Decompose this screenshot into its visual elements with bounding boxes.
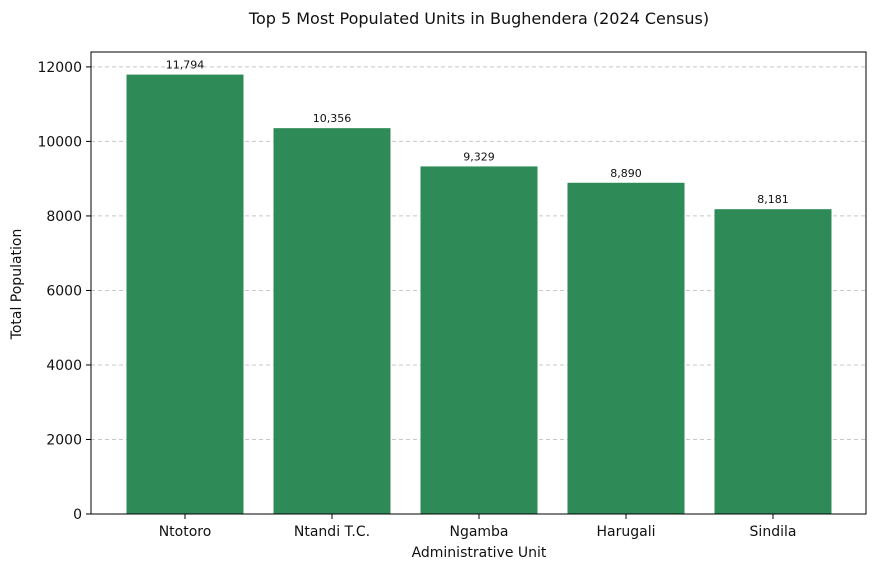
x-tick-label: Ntandi T.C.: [294, 524, 370, 540]
y-tick-label: 0: [73, 507, 82, 523]
bar: [420, 166, 538, 515]
y-axis-ticks: 0 2000 4000 6000 8000 10000 12000: [37, 60, 91, 523]
y-tick-label: 6000: [46, 283, 82, 299]
x-tick-label: Sindila: [750, 524, 797, 540]
bar-value-label: 8,890: [610, 167, 642, 180]
bar-value-label: 9,329: [463, 150, 495, 163]
bar: [126, 74, 244, 515]
bar: [567, 182, 685, 514]
y-tick-label: 8000: [46, 209, 82, 225]
bar-value-label: 10,356: [313, 112, 352, 125]
y-tick-label: 4000: [46, 358, 82, 374]
x-tick-label: Ngamba: [449, 524, 508, 540]
bar-value-label: 8,181: [757, 193, 789, 206]
x-axis-ticks: Ntotoro Ntandi T.C. Ngamba Harugali Sindila: [159, 514, 797, 540]
x-tick-label: Ntotoro: [159, 524, 212, 540]
y-axis-label: Total Population: [9, 229, 25, 341]
bar: [273, 128, 391, 514]
bar: [714, 209, 832, 514]
x-axis-label: Administrative Unit: [412, 545, 547, 561]
bar-value-labels: 11,794 10,356 9,329 8,890 8,181: [166, 59, 789, 207]
bars: [126, 74, 832, 515]
x-tick-label: Harugali: [597, 524, 656, 540]
y-tick-label: 2000: [46, 432, 82, 448]
chart-title: Top 5 Most Populated Units in Bughendera…: [248, 9, 709, 28]
y-tick-label: 10000: [37, 134, 82, 150]
bar-value-label: 11,794: [166, 59, 205, 72]
y-tick-label: 12000: [37, 60, 82, 76]
